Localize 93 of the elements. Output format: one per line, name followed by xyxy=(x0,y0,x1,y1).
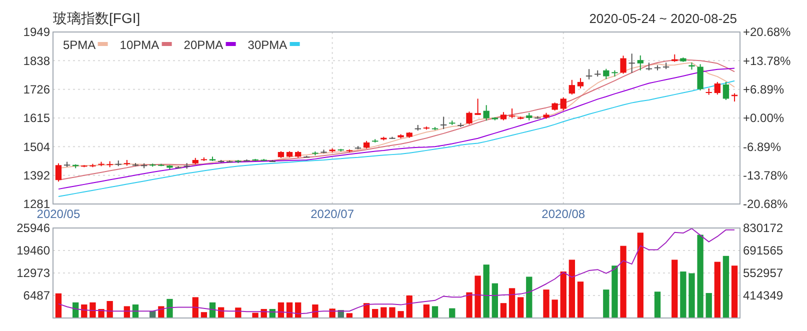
legend-label: 10PMA xyxy=(120,38,160,52)
y2-tick-label: +0.00% xyxy=(743,111,784,126)
y-tick-label: 1726 xyxy=(23,82,50,97)
candlestick xyxy=(637,54,644,71)
bar xyxy=(637,232,644,318)
bar xyxy=(500,303,507,318)
y-tick-label: 12973 xyxy=(16,266,50,280)
candlestick xyxy=(577,78,584,89)
y-tick-label: 1504 xyxy=(23,140,50,154)
candlestick xyxy=(714,81,720,96)
bar xyxy=(508,288,516,318)
bar xyxy=(432,306,438,318)
y2-tick-label: +20.68% xyxy=(743,25,792,40)
chart-subtitle: 2020-05-24 ~ 2020-08-25 xyxy=(589,11,737,26)
y2-tick-label: 552957 xyxy=(743,266,784,280)
candlestick xyxy=(722,81,730,100)
bar xyxy=(612,266,618,318)
y-tick-label: 19460 xyxy=(16,244,50,258)
bar xyxy=(654,292,661,318)
y2-tick-label: -20.68% xyxy=(743,197,788,212)
bar xyxy=(672,260,678,318)
bar xyxy=(372,308,378,318)
bar xyxy=(346,313,353,318)
bar xyxy=(722,256,730,318)
bar xyxy=(560,272,566,318)
y-tick-label: 6487 xyxy=(23,288,50,303)
bar xyxy=(235,308,242,318)
y2-tick-label: +13.78% xyxy=(743,54,792,68)
bar xyxy=(380,307,387,318)
bar xyxy=(620,246,626,318)
y-tick-label: 1392 xyxy=(23,168,50,183)
bar xyxy=(568,260,576,318)
candlestick xyxy=(466,111,472,125)
y2-tick-label: -6.89% xyxy=(743,140,782,154)
bar xyxy=(603,290,610,318)
legend-label: 20PMA xyxy=(184,38,224,52)
line-series xyxy=(58,228,736,314)
bar xyxy=(466,292,472,318)
y-tick-label: 25946 xyxy=(16,221,50,236)
y2-tick-label: 414349 xyxy=(743,288,784,303)
bar xyxy=(731,266,738,318)
bar xyxy=(252,312,258,318)
bar xyxy=(474,276,481,318)
bar xyxy=(483,264,490,318)
bar xyxy=(192,297,198,318)
y2-tick-label: 691565 xyxy=(743,244,784,258)
x-tick-label: 2020/07 xyxy=(310,207,354,221)
bar xyxy=(55,293,62,318)
bar xyxy=(449,308,456,318)
bar xyxy=(552,300,558,318)
bar xyxy=(526,276,532,318)
legend-label: 30PMA xyxy=(248,38,288,52)
bar xyxy=(492,283,498,318)
bar xyxy=(688,273,695,318)
bar xyxy=(423,304,430,318)
candlestick xyxy=(508,108,516,119)
candlestick xyxy=(568,79,576,96)
bar xyxy=(518,297,524,318)
y2-tick-label: -13.78% xyxy=(743,168,788,183)
bar xyxy=(389,307,396,318)
y-tick-label: 1615 xyxy=(23,111,50,126)
x-tick-label: 2020/08 xyxy=(542,207,586,221)
bar xyxy=(680,272,686,318)
candlestick xyxy=(440,116,447,130)
candlestick xyxy=(586,68,592,80)
candlestick xyxy=(474,98,481,116)
candlestick xyxy=(55,162,62,182)
bar xyxy=(166,298,173,318)
candlestick xyxy=(483,104,490,122)
bar xyxy=(106,301,113,318)
chart-title: 玻璃指数[FGI] xyxy=(53,10,140,26)
candlestick xyxy=(697,64,704,91)
y-tick-label: 1949 xyxy=(23,25,50,40)
y2-tick-label: 830172 xyxy=(743,221,784,236)
candlestick xyxy=(603,68,610,80)
candlestick xyxy=(560,96,566,112)
bar xyxy=(706,293,712,318)
x-tick-label: 2020/05 xyxy=(36,207,80,221)
bar xyxy=(200,312,208,318)
y-tick-label: 1838 xyxy=(23,54,50,68)
bar xyxy=(398,311,404,318)
bar xyxy=(714,262,720,318)
candlestick xyxy=(646,62,652,71)
bar xyxy=(90,302,96,318)
y2-tick-label: +6.89% xyxy=(743,82,784,97)
bar xyxy=(406,295,412,318)
candlestick xyxy=(628,53,635,74)
bar xyxy=(543,290,550,318)
bar xyxy=(312,304,318,318)
bar xyxy=(577,282,584,318)
legend-label: 5PMA xyxy=(63,38,96,52)
bar xyxy=(697,234,704,318)
candlestick xyxy=(620,55,626,74)
